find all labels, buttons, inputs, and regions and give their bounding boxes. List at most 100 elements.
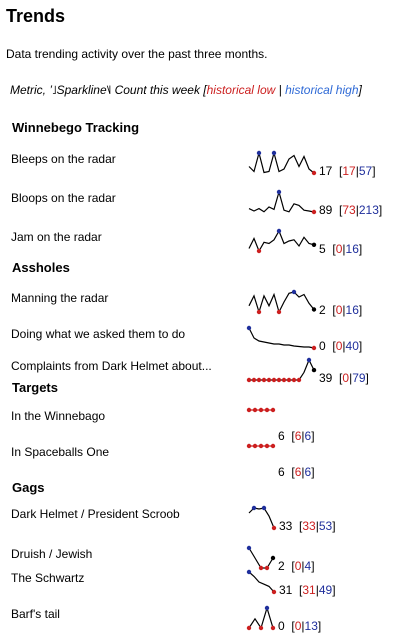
sparkline-last-point xyxy=(311,367,317,373)
historical-low: 0 xyxy=(335,303,343,317)
historical-range: [0|79] xyxy=(332,371,369,385)
historical-high: 6 xyxy=(304,429,312,443)
sparkline-low-point xyxy=(271,377,277,383)
sparkline-high-point xyxy=(306,357,312,363)
sparkline-line xyxy=(248,547,274,569)
sparkline-low-point xyxy=(258,565,264,571)
sparkline xyxy=(246,545,276,571)
metric-value: 89 [73|213] xyxy=(319,203,382,217)
historical-range: [73|213] xyxy=(332,203,383,217)
historical-range: [0|13] xyxy=(284,619,322,633)
metric-value: 33 [33|53] xyxy=(279,519,336,533)
sparkline-low-point xyxy=(261,377,267,383)
metric-label: Bloops on the radar xyxy=(11,191,116,205)
sparkline xyxy=(248,289,317,315)
sparkline-high-point xyxy=(246,569,252,575)
legend-historical-high: historical high xyxy=(285,83,359,97)
historical-low: 0 xyxy=(294,619,302,633)
sparkline-low-point xyxy=(271,525,277,531)
sparkline xyxy=(248,505,277,531)
historical-range: [33|53] xyxy=(292,519,336,533)
weekly-count: 2 xyxy=(319,303,326,317)
legend-suffix: Count this week [ xyxy=(111,83,207,97)
historical-range: [0|40] xyxy=(325,339,363,353)
metric-value: 2 [0|4] xyxy=(278,559,315,573)
weekly-count: 0 xyxy=(278,619,285,633)
sparkline-line xyxy=(248,229,315,253)
sparkline xyxy=(246,357,317,383)
historical-low: 0 xyxy=(342,371,350,385)
sparkline-line xyxy=(248,327,315,349)
weekly-count: 89 xyxy=(319,203,333,217)
historical-range: [0|16] xyxy=(325,303,363,317)
legend-sparkline-text: ’˩Sparkline˥˩ xyxy=(49,83,112,97)
weekly-count: 6 xyxy=(278,429,285,443)
sparkline-low-point xyxy=(270,443,276,449)
sparkline-low-point xyxy=(271,589,277,595)
legend: Metric, ’˩Sparkline˥˩ Count this week [h… xyxy=(10,83,362,97)
sparkline-low-point xyxy=(311,170,317,176)
weekly-count: 5 xyxy=(319,242,326,256)
sparkline-last-point xyxy=(311,242,317,247)
sparkline-low-point xyxy=(252,443,258,449)
page-description: Data trending activity over the past thr… xyxy=(6,47,268,61)
sparkline-line xyxy=(248,571,275,593)
sparkline-low-point xyxy=(258,625,264,631)
weekly-count: 31 xyxy=(279,583,293,597)
historical-range: [0|4] xyxy=(284,559,315,573)
sparkline-high-point xyxy=(246,325,252,331)
sparkline-line xyxy=(248,507,275,529)
metric-label: Doing what we asked them to do xyxy=(11,327,186,341)
sparkline xyxy=(246,443,276,449)
sparkline-last-point xyxy=(270,555,276,561)
metric-value: 0 [0|13] xyxy=(278,619,321,633)
sparkline-high-point xyxy=(276,228,282,234)
legend-prefix: Metric, xyxy=(10,83,50,97)
metric-label: In Spaceballs One xyxy=(11,445,110,459)
sparkline-high-point xyxy=(276,189,282,195)
weekly-count: 2 xyxy=(278,559,285,573)
historical-high: 213 xyxy=(358,203,379,217)
sparkline-low-point xyxy=(264,565,270,571)
sparkline-low-point xyxy=(270,625,276,631)
metric-value: 2 [0|16] xyxy=(319,303,362,317)
sparkline xyxy=(248,228,317,254)
weekly-count: 33 xyxy=(279,519,293,533)
metric-value: 5 [0|16] xyxy=(319,242,362,256)
metric-label: Barf's tail xyxy=(11,607,60,621)
metric-label: Complaints from Dark Helmet about... xyxy=(11,359,212,373)
historical-low: 31 xyxy=(302,583,316,597)
historical-low: 0 xyxy=(335,242,343,256)
sparkline-low-point xyxy=(264,443,270,449)
legend-separator: | xyxy=(275,83,286,97)
sparkline-low-point xyxy=(256,248,262,254)
metric-label: Bleeps on the radar xyxy=(11,152,116,166)
sparkline-high-point xyxy=(264,605,270,611)
sparkline xyxy=(246,569,277,595)
metric-value: 0 [0|40] xyxy=(319,339,362,353)
legend-historical-low: historical low xyxy=(206,83,276,97)
group-heading: Assholes xyxy=(12,260,70,275)
historical-range: [6|6] xyxy=(284,465,315,479)
weekly-count: 6 xyxy=(278,465,285,479)
metric-label: Jam on the radar xyxy=(11,230,102,244)
metric-value: 31 [31|49] xyxy=(279,583,336,597)
historical-low: 17 xyxy=(342,164,356,178)
historical-low: 0 xyxy=(335,339,343,353)
sparkline-last-point xyxy=(311,307,317,312)
weekly-count: 17 xyxy=(319,164,333,178)
sparkline-low-point xyxy=(270,407,276,413)
historical-range: [0|16] xyxy=(325,242,363,256)
sparkline-high-point xyxy=(251,505,257,511)
historical-low: 6 xyxy=(294,465,302,479)
metric-value: 6 [6|6] xyxy=(278,429,315,443)
historical-high: 57 xyxy=(358,164,373,178)
historical-range: [31|49] xyxy=(292,583,336,597)
sparkline xyxy=(246,407,276,413)
sparkline-line xyxy=(248,189,315,213)
sparkline-low-point xyxy=(311,345,317,351)
sparkline-low-point xyxy=(311,209,317,215)
historical-high: 79 xyxy=(352,371,366,385)
legend-close: ] xyxy=(358,83,362,97)
metric-label: Dark Helmet / President Scroob xyxy=(11,507,180,521)
